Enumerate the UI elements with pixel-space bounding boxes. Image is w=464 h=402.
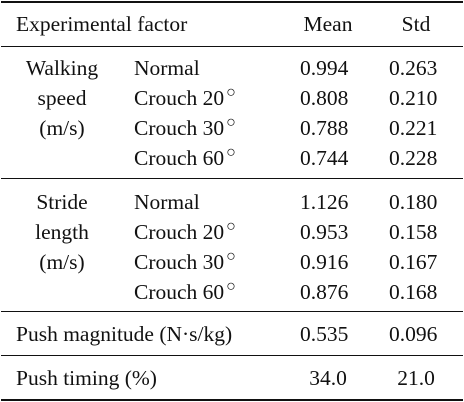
group-divider-2 (1, 311, 463, 312)
degree-symbol: ○ (226, 114, 236, 131)
row-divider-3 (1, 355, 463, 356)
mean-cell: 0.808 (300, 86, 349, 110)
condition-text: Crouch 20 (134, 86, 225, 110)
group-label-line: (m/s) (39, 250, 85, 274)
header-mean: Mean (303, 12, 353, 36)
degree-symbol: ○ (226, 144, 236, 161)
std-cell: 0.096 (389, 322, 438, 346)
push-timing-label: Push timing (%) (16, 366, 157, 390)
mean-cell: 1.126 (300, 190, 349, 214)
degree-symbol: ○ (226, 84, 236, 101)
degree-symbol: ○ (226, 248, 236, 265)
condition-cell: Normal (134, 56, 200, 80)
mean-cell: 0.994 (300, 56, 349, 80)
condition-text: Crouch 30 (134, 250, 225, 274)
std-cell: 0.180 (389, 190, 438, 214)
condition-cell: Crouch 60 ○ (134, 144, 236, 173)
condition-text: Crouch 20 (134, 220, 225, 244)
mean-cell: 0.876 (300, 280, 349, 304)
header-factor: Experimental factor (16, 12, 188, 36)
group-label-line: length (35, 220, 89, 244)
condition-cell: Normal (134, 190, 200, 214)
std-cell: 0.167 (389, 250, 438, 274)
degree-symbol: ○ (226, 278, 236, 295)
degree-symbol: ○ (226, 218, 236, 235)
mean-cell: 34.0 (309, 366, 347, 390)
mean-cell: 0.744 (300, 146, 349, 170)
condition-cell: Crouch 30 ○ (134, 114, 236, 143)
std-cell: 0.210 (389, 86, 438, 110)
group-label-line: speed (37, 86, 87, 110)
condition-cell: Crouch 30 ○ (134, 248, 236, 277)
mean-cell: 0.788 (300, 116, 349, 140)
header-std: Std (401, 12, 431, 36)
condition-text: Crouch 60 (134, 146, 225, 170)
condition-text: Crouch 60 (134, 280, 225, 304)
top-rule (1, 1, 463, 3)
std-cell: 0.221 (389, 116, 438, 140)
push-magnitude-label: Push magnitude (N·s/kg) (16, 322, 233, 346)
mean-cell: 0.535 (300, 322, 349, 346)
condition-cell: Crouch 20 ○ (134, 84, 236, 113)
std-cell: 0.228 (389, 146, 438, 170)
std-cell: 0.263 (389, 56, 438, 80)
group-divider-1 (1, 178, 463, 179)
condition-cell: Crouch 60 ○ (134, 278, 236, 307)
group-label-line: (m/s) (39, 116, 85, 140)
group-label-line: Walking (25, 56, 99, 80)
std-cell: 21.0 (397, 366, 435, 390)
condition-cell: Crouch 20 ○ (134, 218, 236, 247)
condition-text: Crouch 30 (134, 116, 225, 140)
mean-cell: 0.953 (300, 220, 349, 244)
std-cell: 0.158 (389, 220, 438, 244)
bottom-rule (1, 399, 463, 401)
mean-cell: 0.916 (300, 250, 349, 274)
std-cell: 0.168 (389, 280, 438, 304)
group-label-line: Stride (36, 190, 88, 214)
header-rule (1, 46, 463, 47)
